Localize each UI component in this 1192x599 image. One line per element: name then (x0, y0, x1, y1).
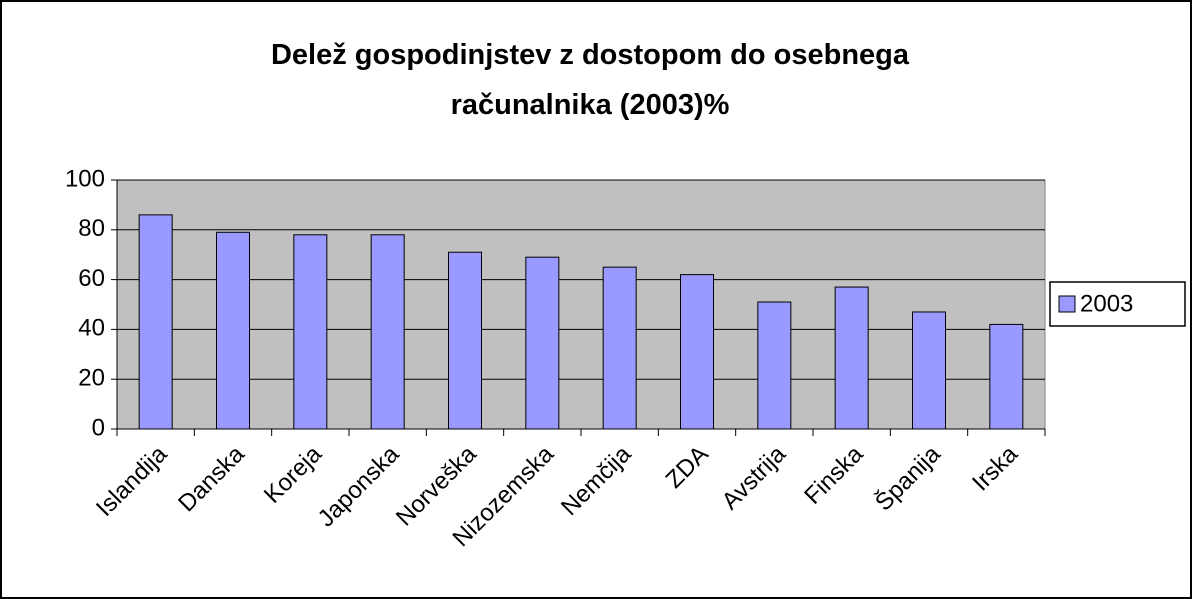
bar (138, 214, 173, 430)
plot-area (116, 179, 1046, 430)
x-tick-label: Finska (799, 440, 869, 510)
x-tick-label: Nemčija (556, 440, 637, 521)
x-tick-label: Irska (967, 440, 1023, 496)
legend-label: 2003 (1080, 290, 1133, 317)
x-tick-label: Islandija (91, 440, 173, 522)
y-tick-label: 100 (65, 165, 105, 192)
y-tick-label: 0 (92, 414, 105, 441)
y-tick-label: 20 (78, 365, 105, 392)
chart-title: Delež gospodinjstev z dostopom do osebne… (270, 39, 910, 121)
bar (757, 301, 792, 430)
legend-swatch (1058, 295, 1076, 313)
x-tick-label: ZDA (661, 441, 714, 494)
bar (912, 311, 946, 430)
x-tick-label: Koreja (259, 440, 328, 509)
bar (989, 323, 1024, 430)
bar (216, 231, 250, 430)
y-tick-label: 40 (78, 315, 105, 342)
bar (293, 234, 328, 430)
bar (525, 256, 560, 430)
bar (680, 274, 714, 430)
bar (448, 251, 482, 430)
x-tick-label: Avstrija (717, 440, 792, 515)
x-tick-label: Španija (869, 439, 946, 516)
bar (834, 286, 869, 430)
y-tick-label: 60 (78, 265, 105, 292)
x-tick-label: Danska (173, 440, 250, 517)
bar (602, 266, 637, 430)
bar (370, 234, 405, 430)
x-tick-label: Japonska (313, 440, 405, 532)
y-tick-label: 80 (78, 215, 105, 242)
